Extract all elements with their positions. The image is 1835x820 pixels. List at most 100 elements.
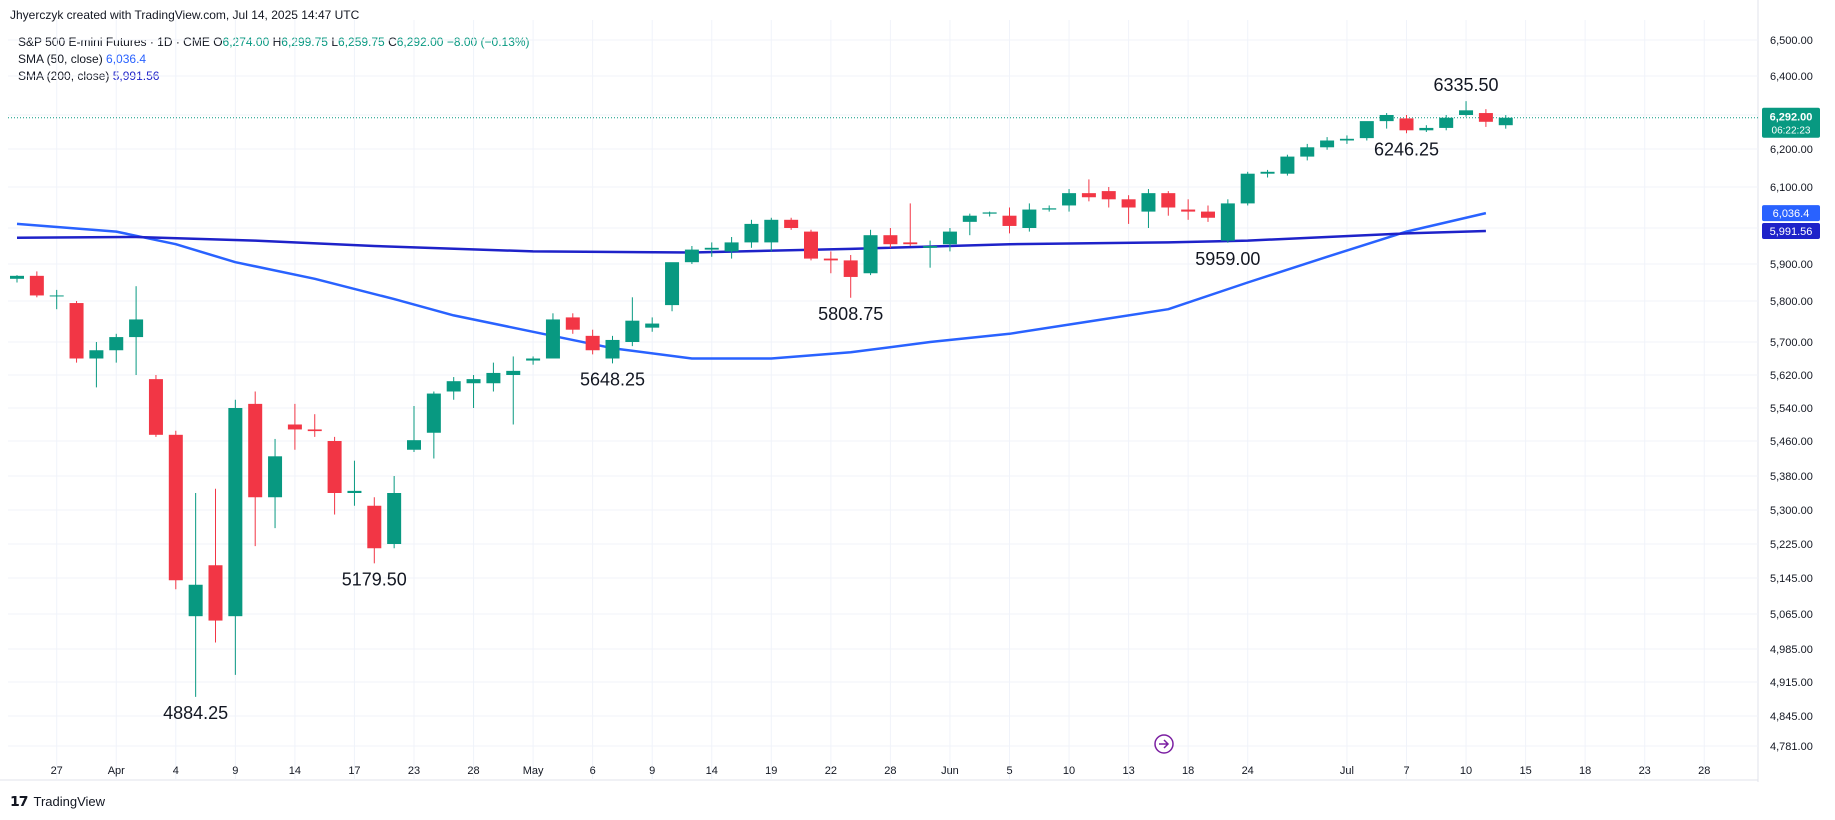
price-tick-label: 5,700.00 [1770,337,1813,349]
candle-body [426,393,441,433]
time-tick-label: 15 [1519,765,1531,777]
candle [287,403,302,450]
candle-body [1478,113,1493,122]
price-axis[interactable]: 6,500.006,400.006,300.006,200.006,100.00… [1770,35,1813,753]
high-value: 6,299.75 [281,35,328,49]
candle-body [1081,193,1096,198]
candle [1339,135,1354,144]
candle-body [625,320,640,342]
candle-body [804,231,818,259]
candle-body [1260,171,1275,174]
candle [1379,113,1394,129]
low-value: 6,259.75 [338,35,385,49]
candle-body [466,379,481,384]
candle-body [843,260,858,277]
candle [804,229,818,261]
candle-body [1201,211,1215,218]
candle [1459,101,1474,117]
candle [347,460,362,506]
time-tick-label: 4 [173,765,179,777]
candle [10,275,24,283]
candle [684,246,699,264]
close-label: C [388,35,397,49]
time-tick-label: 24 [1242,765,1254,777]
tv-logo-icon: 𝟭𝟳 [10,793,29,809]
candle [486,362,501,392]
candle-body [1359,121,1374,139]
candle [1220,199,1235,243]
candle [1181,199,1196,220]
tradingview-logo[interactable]: 𝟭𝟳 TradingView [10,793,105,810]
time-axis[interactable]: 27 Apr 4 9 14 17 23 28 May 6 9 14 19 22 28 Jun 5 10 13 18 24… [51,765,1711,777]
candle-body [486,372,501,384]
candle-body [764,219,779,243]
candle-body [1399,118,1414,131]
candle-body [109,337,124,351]
price-annotations: 4884.25 5179.50 5648.25 5808.75 5959.00 6246.… [163,75,1498,723]
candle-body [1022,209,1037,228]
candle [268,438,283,529]
candle-body [1459,110,1474,115]
candle [526,356,541,365]
price-tick-label: 5,540.00 [1770,403,1813,415]
sma200-badge-value: 5,991.56 [1770,226,1813,238]
symbol-row[interactable]: S&P 500 E-mini Futures · 1D · CME O6,274… [18,34,530,51]
time-tick-label: 18 [1182,765,1194,777]
candle [784,217,799,230]
candle-body [1121,199,1136,208]
price-tick-label: 4,845.00 [1770,711,1813,723]
price-annotation: 5179.50 [342,569,407,589]
sma50-line [16,211,1487,360]
sma50-badge [1762,205,1820,222]
price-annotation: 5808.75 [818,304,883,324]
price-tick-label: 6,200.00 [1770,144,1813,156]
time-tick-label: 10 [1063,765,1075,777]
time-tick-label: 28 [1698,765,1710,777]
candle [1478,109,1493,127]
candle-body [506,370,521,375]
candle-body [1439,117,1454,128]
time-tick-label: 13 [1122,765,1134,777]
candle [545,313,560,359]
time-tick-label: 18 [1579,765,1591,777]
attribution-text: Jhyerczyk created with TradingView.com, … [10,8,360,22]
candle-body [1320,140,1335,148]
candle-body [823,258,838,261]
candle-body [1379,115,1394,122]
time-tick-label: 7 [1403,765,1409,777]
price-tick-label: 5,225.00 [1770,539,1813,551]
candle-body [645,323,660,328]
candle [148,375,163,437]
time-tick-label: 9 [649,765,655,777]
candle-body [188,584,203,617]
price-tick-label: 5,380.00 [1770,471,1813,483]
candle-body [148,379,163,435]
price-tick-label: 5,145.00 [1770,573,1813,585]
current-price-badge-price: 6,292.00 [1770,112,1813,124]
candle-body [287,424,302,430]
time-tick-label: 22 [825,765,837,777]
candle-body [228,408,243,617]
goto-realtime-arrow-icon [1159,739,1170,749]
candle [962,213,977,236]
candle-body [1042,208,1057,210]
candle-body [1498,117,1513,126]
candle [665,262,680,312]
scroll-to-realtime-button[interactable] [1154,734,1174,754]
time-tick-label: 23 [408,765,420,777]
candle-body [129,319,144,338]
candle [843,255,858,298]
candle [466,375,481,408]
time-tick-label: 10 [1460,765,1472,777]
chart-grid [0,0,1759,782]
candle [1300,143,1315,161]
candle [903,203,918,246]
candle [1161,191,1176,216]
candle [168,430,183,590]
candle [109,333,124,363]
time-tick-label: 17 [348,765,360,777]
candle [307,414,322,437]
bar-countdown-timer: 06:22:23 [1772,126,1811,137]
price-tick-label: 5,300.00 [1770,505,1813,517]
